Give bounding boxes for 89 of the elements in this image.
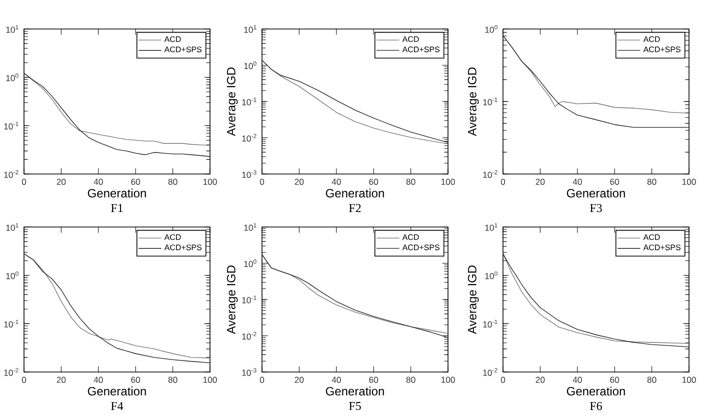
y-tick-label: 10$^{-2}$ xyxy=(483,170,498,178)
legend-label: ACD+SPS xyxy=(402,244,440,250)
x-tick-label: 100 xyxy=(203,376,217,383)
legend-label: ACD+SPS xyxy=(643,46,681,52)
x-tick-label: 20 xyxy=(294,376,304,383)
text: F5 xyxy=(349,402,361,410)
y-tick-label: 10$^{-2}$ xyxy=(483,368,498,376)
legend-label: ACD xyxy=(164,234,181,240)
y-tick-label: 10$^{-1}$ xyxy=(242,98,256,106)
x-tick-label: 80 xyxy=(168,376,178,383)
y-tick-label: 10$^{1}$ xyxy=(244,223,256,231)
text: F6 xyxy=(590,402,602,410)
y-tick-label: 10$^{-2}$ xyxy=(4,170,18,178)
legend-label: ACD xyxy=(643,234,660,240)
legend-label: ACD+SPS xyxy=(402,46,440,52)
legend-label: ACD xyxy=(402,36,419,42)
text: F1 xyxy=(111,204,123,212)
x-axis-title: Generation xyxy=(566,386,625,396)
text: F2 xyxy=(349,204,361,212)
x-tick-label: 40 xyxy=(332,376,341,383)
y-tick-label: 10$^{1}$ xyxy=(6,25,18,33)
y-tick-label: 10$^{-3}$ xyxy=(242,368,256,376)
y-tick-label: 10$^{-1}$ xyxy=(242,296,256,304)
x-tick-label: 100 xyxy=(441,376,455,383)
x-axis-title: Generation xyxy=(566,188,625,198)
y-tick-label: 10$^{-2}$ xyxy=(4,368,18,376)
x-axis-title: Generation xyxy=(326,188,384,198)
legend-label: ACD+SPS xyxy=(164,244,202,250)
x-tick-label: 100 xyxy=(682,178,696,185)
y-tick-label: 10$^{0}$ xyxy=(485,272,498,280)
x-tick-label: 20 xyxy=(536,376,545,383)
y-tick-label: 10$^{1}$ xyxy=(244,25,256,33)
y-tick-label: 10$^{-1}$ xyxy=(4,320,18,328)
y-tick-label: 10$^{0}$ xyxy=(6,272,18,280)
x-tick-label: 0 xyxy=(500,178,506,185)
y-tick-label: 10$^{-2}$ xyxy=(242,134,256,142)
y-tick-label: 10$^{1}$ xyxy=(485,223,498,231)
y-tick-label: 10$^{0}$ xyxy=(6,74,18,82)
x-tick-label: 80 xyxy=(168,178,178,185)
y-axis-title: Average IGD xyxy=(468,68,479,136)
x-tick-label: 100 xyxy=(441,178,455,185)
legend-label: ACD xyxy=(164,36,181,42)
y-tick-label: 10$^{-1}$ xyxy=(483,98,498,106)
y-tick-label: 10$^{-3}$ xyxy=(242,170,256,178)
legend-label: ACD xyxy=(402,234,419,240)
x-tick-label: 20 xyxy=(56,376,66,383)
x-tick-label: 40 xyxy=(94,376,103,383)
legend-label: ACD+SPS xyxy=(164,46,202,52)
x-tick-label: 80 xyxy=(406,178,416,185)
y-tick-label: 10$^{0}$ xyxy=(244,61,256,70)
x-tick-label: 40 xyxy=(94,178,103,185)
text: F4 xyxy=(111,402,124,410)
x-tick-label: 0 xyxy=(260,178,264,185)
x-tick-label: 100 xyxy=(203,178,217,185)
y-tick-label: 10$^{1}$ xyxy=(6,223,18,231)
x-axis-title: Generation xyxy=(88,386,146,396)
x-tick-label: 80 xyxy=(647,376,656,383)
legend-label: ACD+SPS xyxy=(643,244,681,250)
y-axis-title: Average IGD xyxy=(468,266,479,334)
x-tick-label: 40 xyxy=(572,376,582,383)
x-tick-label: 80 xyxy=(406,376,416,383)
x-tick-label: 60 xyxy=(131,376,140,383)
x-tick-label: 0 xyxy=(500,376,506,383)
x-tick-label: 40 xyxy=(572,178,582,185)
x-tick-label: 20 xyxy=(536,178,545,185)
legend-label: ACD xyxy=(643,36,660,42)
y-tick-label: 10$^{0}$ xyxy=(244,259,256,268)
y-tick-label: 10$^{-2}$ xyxy=(242,332,256,340)
x-tick-label: 0 xyxy=(22,178,26,185)
x-tick-label: 60 xyxy=(369,178,378,185)
x-tick-label: 20 xyxy=(294,178,304,185)
x-tick-label: 60 xyxy=(131,178,140,185)
y-axis-title: Average IGD xyxy=(226,68,238,136)
x-tick-label: 60 xyxy=(369,376,378,383)
x-tick-label: 60 xyxy=(610,376,620,383)
x-tick-label: 100 xyxy=(682,376,696,383)
x-axis-title: Generation xyxy=(326,386,384,396)
x-tick-label: 80 xyxy=(647,178,656,185)
x-tick-label: 60 xyxy=(610,178,620,185)
x-tick-label: 0 xyxy=(22,376,26,383)
y-tick-label: 10$^{0}$ xyxy=(485,25,498,33)
x-axis-title: Generation xyxy=(88,188,146,198)
x-tick-label: 0 xyxy=(260,376,264,383)
x-tick-label: 20 xyxy=(56,178,66,185)
y-tick-label: 10$^{-1}$ xyxy=(483,320,498,328)
y-axis-title: Average IGD xyxy=(226,266,238,334)
y-tick-label: 10$^{-1}$ xyxy=(4,122,18,130)
x-tick-label: 40 xyxy=(332,178,341,185)
text: F3 xyxy=(590,204,602,212)
